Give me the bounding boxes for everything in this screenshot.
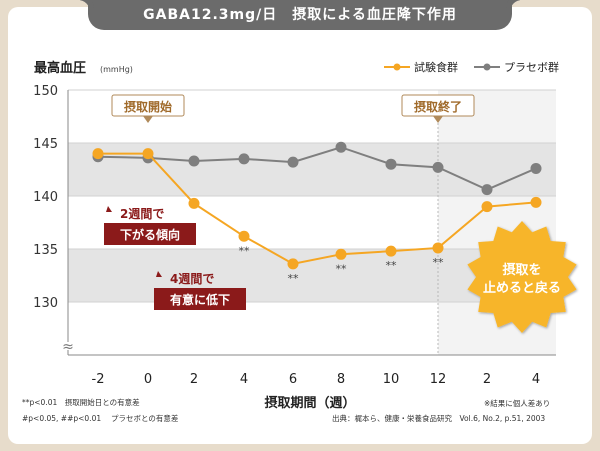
placebo-point-9	[530, 162, 542, 174]
x-axis-label: 摂取期間（週）	[264, 395, 355, 411]
placebo-point-3	[238, 153, 250, 165]
test-food-point-3	[238, 230, 250, 242]
footnote-individual-difference: ※結果に個人差あり	[484, 399, 551, 408]
test-food-point-7	[432, 242, 444, 254]
test-food-significance-5: **	[336, 262, 348, 275]
test-food-significance-3: **	[239, 244, 251, 257]
placebo-point-4	[287, 156, 299, 168]
y-tick-135: 135	[33, 243, 58, 258]
test-food-point-8	[481, 201, 493, 213]
y-tick-130: 130	[33, 296, 58, 311]
y-axis-unit: (mmHg)	[100, 65, 133, 74]
return-burst-shape	[467, 221, 577, 333]
axis-break-mask	[62, 342, 74, 350]
test-food-point-0	[92, 148, 104, 160]
chart-title: GABA12.3mg/日 摂取による血圧降下作用	[88, 0, 512, 30]
test-food-significance-7: **	[433, 256, 445, 269]
note-4-weeks-box	[154, 288, 246, 310]
legend-label-1: プラセボ群	[504, 60, 559, 74]
test-food-point-1	[142, 148, 154, 160]
y-tick-140: 140	[33, 190, 58, 205]
note-2-weeks-line1: 2週間で	[120, 206, 164, 221]
test-food-point-6	[385, 245, 397, 257]
test-food-point-5	[335, 248, 347, 260]
x-tick-9: 4	[532, 372, 540, 387]
test-food-point-4	[287, 258, 299, 270]
intake-end-callout-label: 摂取終了	[414, 99, 462, 114]
y-axis-label: 最高血圧	[34, 60, 86, 76]
placebo-point-8	[481, 184, 493, 196]
x-tick-8: 2	[483, 372, 491, 387]
footnote-source: 出典：梶本ら、健康・栄養食品研究 Vol.6, No.2, p.51, 2003	[332, 414, 546, 423]
test-food-significance-4: **	[288, 272, 300, 285]
test-food-line	[98, 152, 537, 265]
x-tick-6: 10	[383, 372, 400, 387]
x-tick-4: 6	[289, 372, 297, 387]
intake-start-callout: 摂取開始	[111, 94, 185, 123]
intake-start-callout-arrow	[143, 116, 153, 123]
x-tick-1: 0	[144, 372, 152, 387]
y-tick-145: 145	[33, 137, 58, 152]
intake-end-callout: 摂取終了	[401, 94, 475, 123]
test-food-point-2	[188, 197, 200, 209]
note-4-weeks-spark	[156, 271, 162, 277]
return-burst-line2: 止めると戻る	[483, 280, 561, 296]
legend-marker-1	[483, 63, 491, 71]
placebo-point-5	[335, 141, 347, 153]
return-burst-line1: 摂取を	[502, 262, 541, 278]
footnote-significance-placebo: #p<0.05, ##p<0.01 プラセボとの有意差	[22, 414, 179, 423]
x-tick-2: 2	[190, 372, 198, 387]
legend-label-0: 試験食群	[414, 60, 458, 74]
test-food-significance-6: **	[386, 259, 398, 272]
placebo-point-7	[432, 161, 444, 173]
test-food-point-9	[530, 196, 542, 208]
y-tick-150: 150	[33, 84, 58, 99]
note-2-weeks-box	[104, 223, 196, 245]
placebo-point-2	[188, 155, 200, 167]
placebo-point-6	[385, 158, 397, 170]
x-tick-0: -2	[92, 372, 105, 387]
note-2-weeks-spark	[106, 206, 112, 212]
legend-marker-0	[393, 63, 401, 71]
intake-end-callout-arrow	[433, 116, 443, 123]
intake-start-callout-label: 摂取開始	[124, 99, 172, 114]
x-tick-5: 8	[337, 372, 345, 387]
note-2-weeks-line2: 下がる傾向	[120, 227, 180, 242]
x-tick-3: 4	[240, 372, 248, 387]
footnote-significance-start: **p<0.01 摂取開始日との有意差	[22, 398, 140, 407]
note-4-weeks-line1: 4週間で	[170, 271, 214, 286]
placebo-line	[97, 146, 537, 191]
note-4-weeks-line2: 有意に低下	[170, 292, 230, 307]
axis-break-symbol: ≈	[62, 339, 74, 355]
x-tick-7: 12	[430, 372, 447, 387]
